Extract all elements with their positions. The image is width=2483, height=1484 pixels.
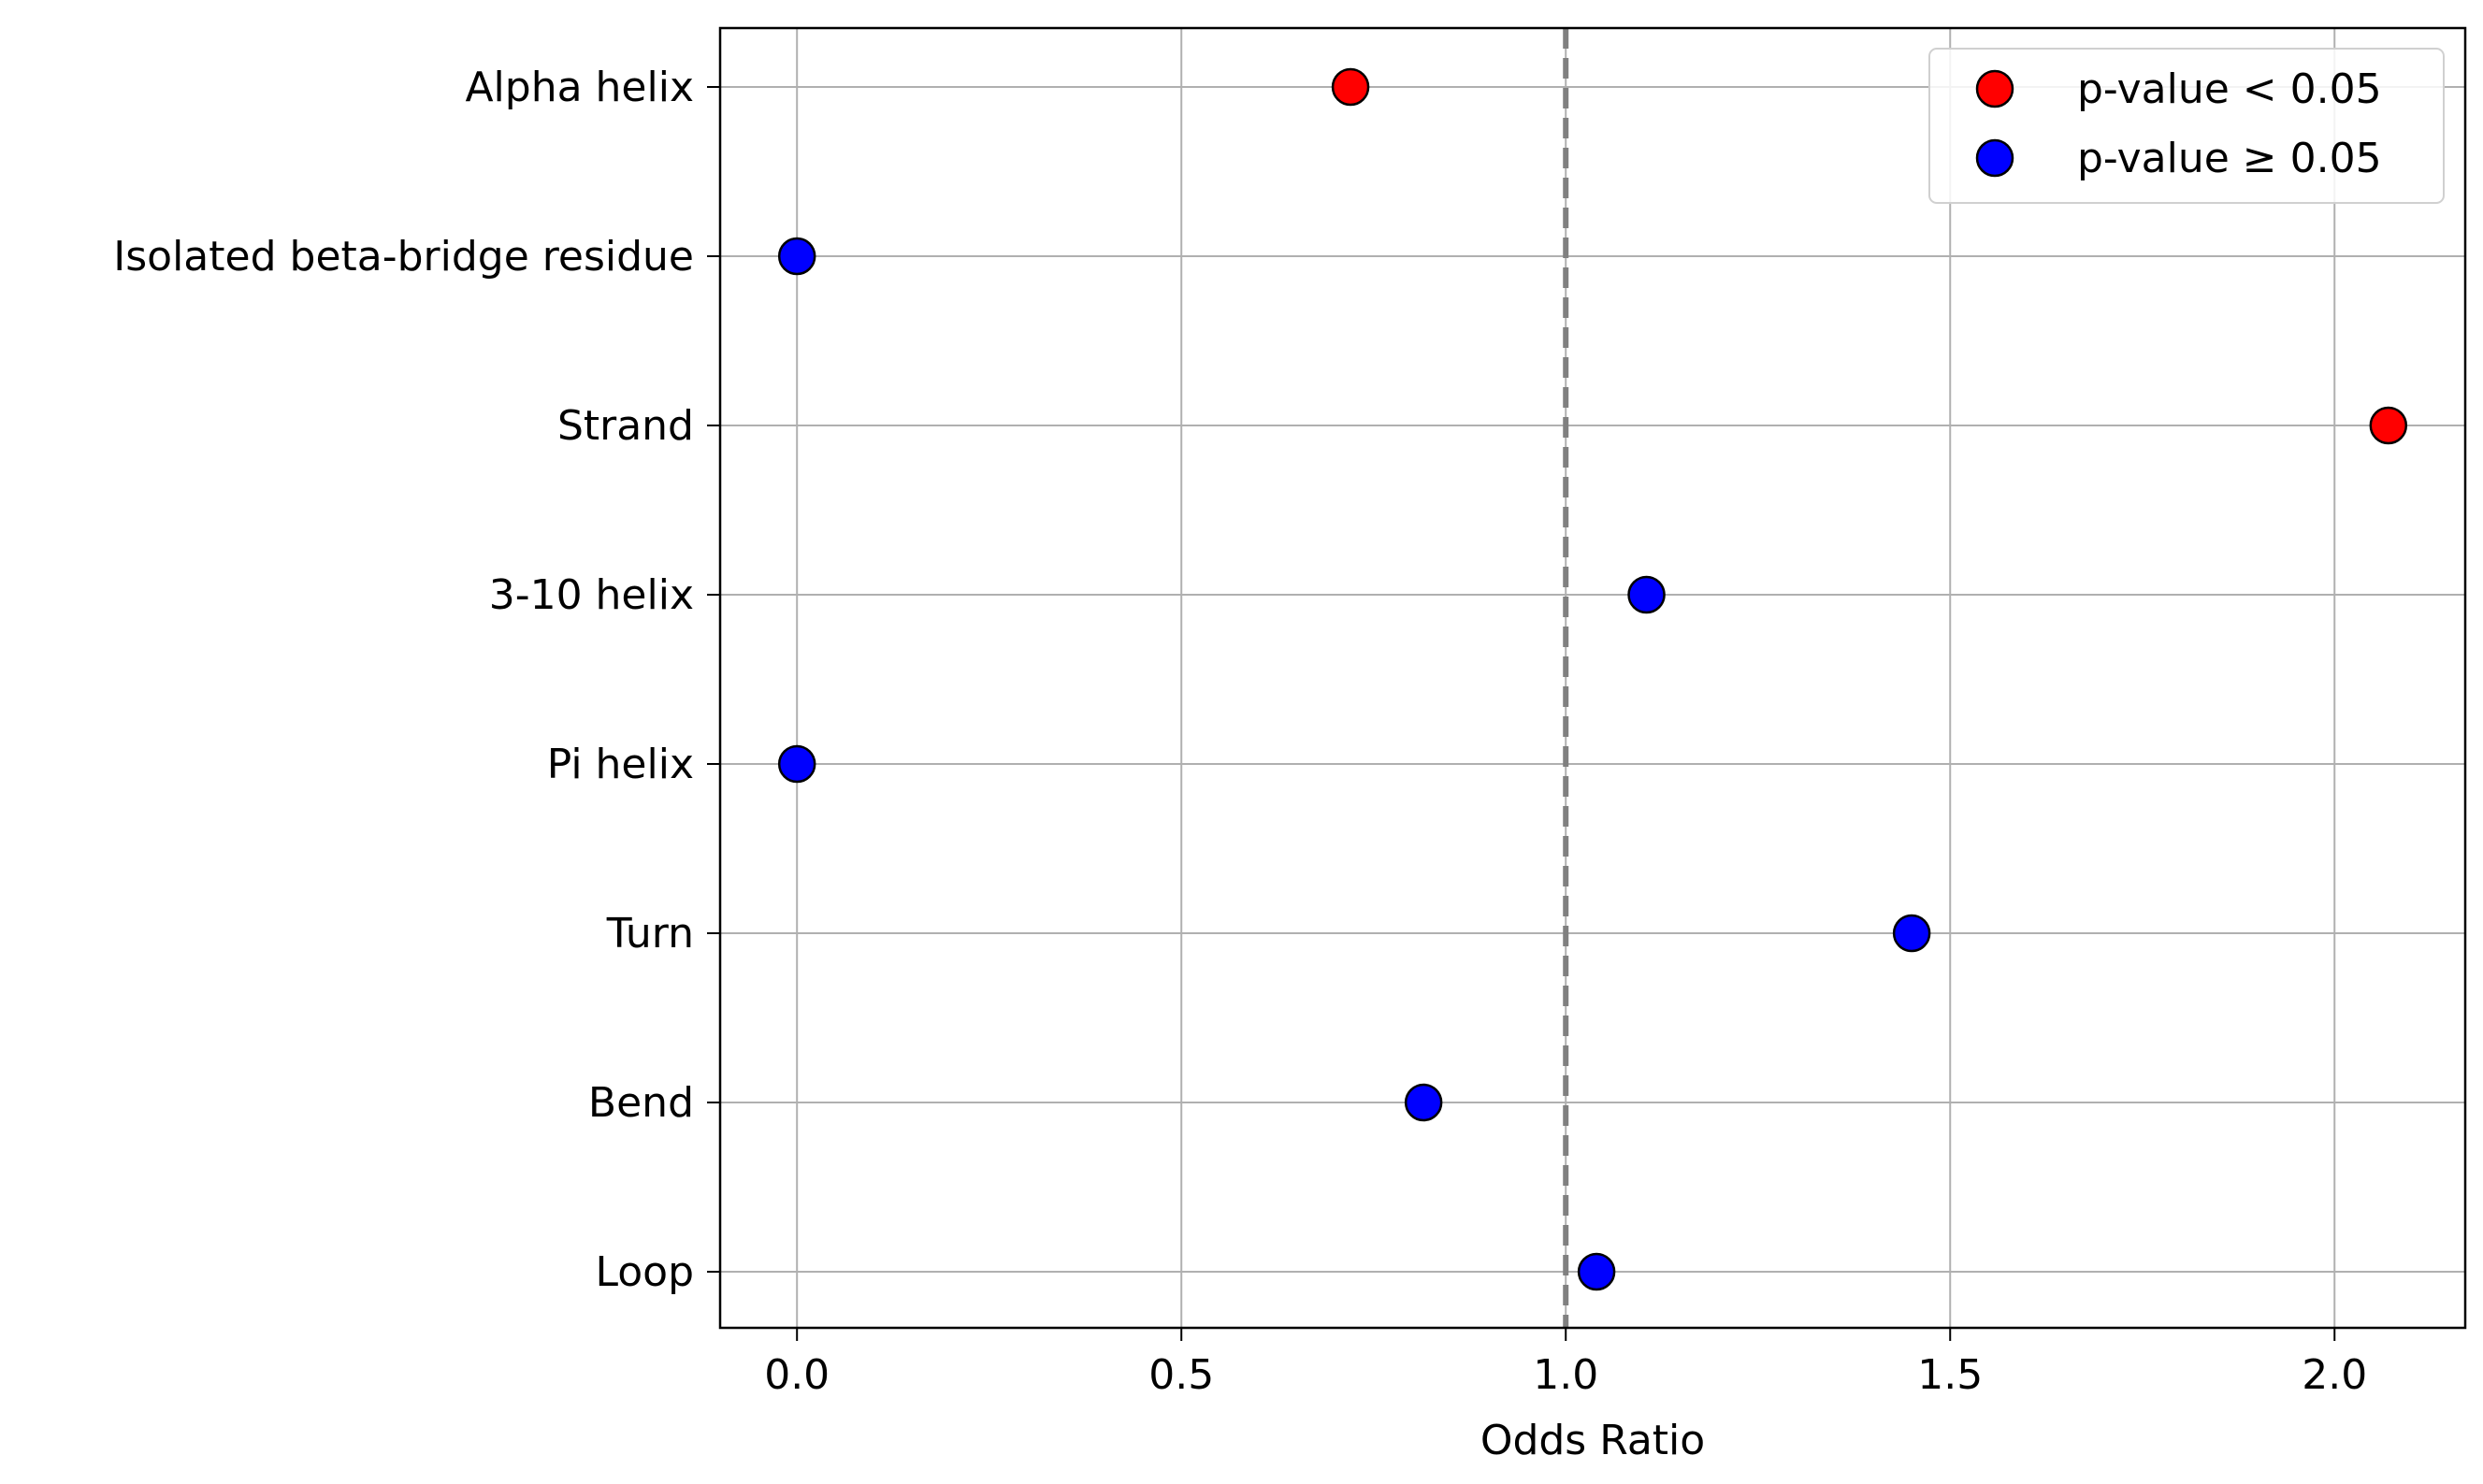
legend: p-value < 0.05 p-value ≥ 0.05 (1928, 48, 2445, 204)
data-point-pi-helix (777, 744, 816, 784)
data-point-turn (1892, 914, 1931, 953)
x-tick-label: 2.0 (2302, 1351, 2367, 1399)
legend-marker-not-significant (1975, 138, 2014, 178)
data-points (777, 67, 2408, 1291)
y-tick-label: Loop (595, 1248, 694, 1296)
legend-box (1928, 48, 2445, 204)
legend-label-not-significant: p-value ≥ 0.05 (2077, 135, 2382, 182)
x-tick-label: 1.5 (1917, 1351, 1983, 1399)
x-axis-label: Odds Ratio (1480, 1417, 1705, 1464)
data-point-loop (1577, 1252, 1616, 1291)
y-tick-label: Turn (606, 910, 694, 958)
y-tick-label: Pi helix (547, 741, 694, 788)
y-tick-label: Bend (588, 1079, 694, 1127)
y-tick-label: Alpha helix (465, 64, 694, 111)
legend-label-significant: p-value < 0.05 (2077, 65, 2382, 113)
data-point-strand (2369, 406, 2408, 445)
data-point-alpha-helix (1331, 67, 1370, 107)
data-point-isolated-beta-bridge-residue (777, 237, 816, 276)
x-tick-label: 0.5 (1148, 1351, 1214, 1399)
data-point-3-10-helix (1627, 575, 1666, 614)
grid (720, 28, 2465, 1328)
data-point-bend (1404, 1083, 1443, 1122)
legend-marker-significant (1975, 69, 2014, 108)
x-tick-label: 1.0 (1533, 1351, 1598, 1399)
plot-frame (718, 26, 2467, 1330)
x-tick-label: 0.0 (764, 1351, 830, 1399)
ticks: 0.0 0.5 1.0 1.5 2.0 Alpha helix Isolated beta-… (113, 64, 2367, 1399)
axes (718, 26, 2467, 1330)
y-tick-label: Isolated beta-bridge residue (113, 233, 694, 281)
y-tick-label: Strand (557, 402, 694, 450)
y-tick-label: 3-10 helix (489, 571, 694, 619)
